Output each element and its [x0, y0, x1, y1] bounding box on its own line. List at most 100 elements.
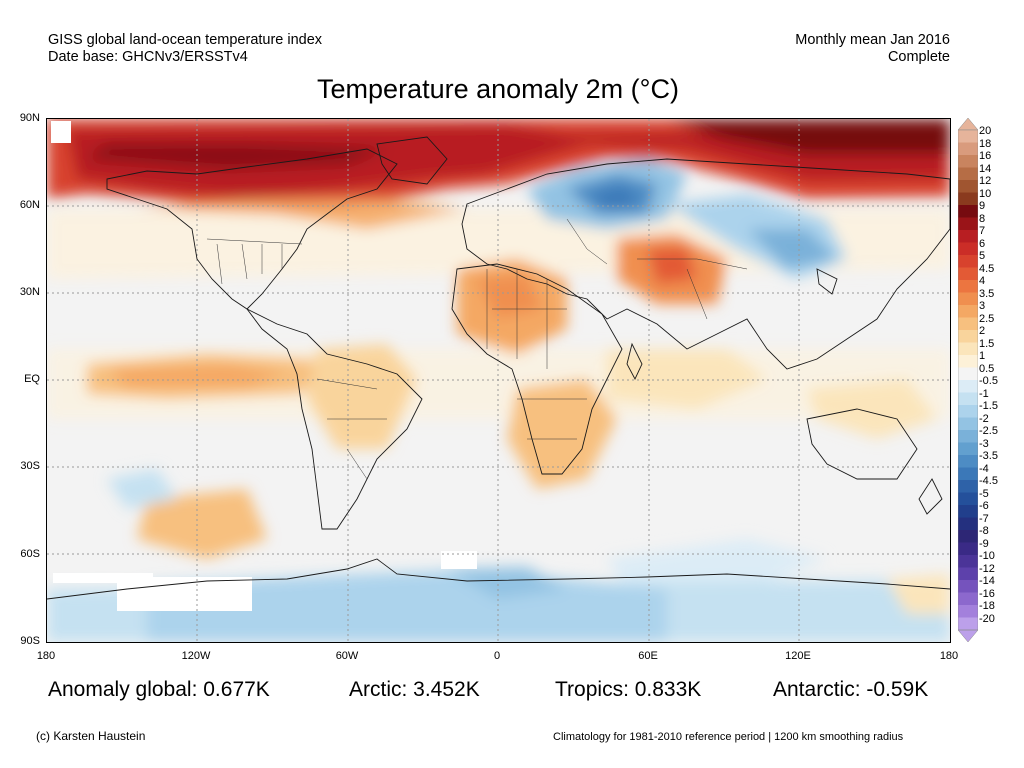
colorbar-top-arrow: [958, 118, 978, 131]
colorbar-tick-label: 12: [979, 175, 992, 187]
colorbar-swatch: [958, 342, 978, 356]
colorbar-swatch: [958, 142, 978, 156]
colorbar-tick-label: 14: [979, 162, 992, 175]
colorbar-swatch: [958, 267, 978, 281]
coastlines: [47, 136, 950, 600]
colorbar-tick-label: 1.5: [979, 337, 995, 350]
colorbar-tick-label: -12: [979, 562, 995, 575]
colorbar-tick-label: 3: [979, 300, 986, 312]
colorbar-swatch: [958, 192, 978, 206]
colorbar-swatch: [958, 280, 978, 293]
colorbar-swatch: [958, 367, 978, 381]
colorbar-swatch: [958, 492, 978, 506]
colorbar-tick-label: 16: [979, 150, 992, 162]
colorbar-tick-label: -16: [979, 587, 995, 600]
colorbar-swatch: [958, 417, 978, 431]
colorbar-swatch: [958, 617, 978, 631]
stat-tropics: Tropics: 0.833K: [555, 678, 702, 701]
colorbar-swatch: [958, 255, 978, 268]
colorbar-tick-label: -14: [979, 575, 995, 587]
colorbar-tick-label: -5: [979, 487, 989, 500]
colorbar-tick-label: -4.5: [979, 475, 998, 487]
colorbar-swatch: [958, 455, 978, 468]
lat-label-eq: EQ: [24, 373, 40, 385]
colorbar: [958, 118, 978, 642]
colorbar-swatch: [958, 330, 978, 343]
lon-label-180w: 180: [36, 650, 56, 662]
colorbar-swatch: [958, 530, 978, 543]
stat-antarctic: Antarctic: -0.59K: [773, 678, 929, 701]
period-label: Monthly mean Jan 2016: [795, 32, 950, 48]
colorbar-tick-label: -2: [979, 412, 989, 425]
colorbar-swatch: [958, 292, 978, 306]
colorbar-tick-label: -10: [979, 550, 995, 562]
map-frame: [46, 118, 951, 643]
colorbar-swatch: [958, 555, 978, 568]
colorbar-tick-label: 8: [979, 212, 986, 225]
borders: [206, 218, 748, 480]
colorbar-tick-label: 4.5: [979, 262, 995, 275]
colorbar-swatch: [958, 217, 978, 231]
lon-label-0: 0: [493, 650, 501, 662]
graticule: [47, 119, 950, 642]
stat-arctic: Arctic: 3.452K: [349, 678, 480, 701]
lon-label-60w: 60W: [335, 650, 359, 662]
stat-global: Anomaly global: 0.677K: [48, 678, 270, 701]
lat-label-60s: 60S: [20, 548, 40, 560]
colorbar-tick-label: -1.5: [979, 400, 998, 412]
lat-label-30n: 30N: [19, 286, 40, 298]
colorbar-tick-label: -2.5: [979, 425, 998, 437]
header-right: Monthly mean Jan 2016 Complete: [795, 32, 950, 66]
colorbar-swatch: [958, 380, 978, 393]
colorbar-tick-label: 10: [979, 187, 992, 200]
lon-label-60e: 60E: [638, 650, 658, 662]
lon-label-120w: 120W: [181, 650, 211, 662]
colorbar-swatch: [958, 180, 978, 193]
colorbar-tick-label: 0.5: [979, 362, 995, 375]
colorbar-tick-label: -4: [979, 462, 989, 475]
colorbar-tick-label: -9: [979, 537, 989, 550]
colorbar-tick-label: 2.5: [979, 312, 995, 325]
map-title: Temperature anomaly 2m (°C): [317, 74, 679, 104]
colorbar-swatch: [958, 155, 978, 168]
colorbar-tick-label: -0.5: [979, 375, 998, 387]
colorbar-tick-label: -3: [979, 437, 989, 450]
header-left: GISS global land-ocean temperature index…: [48, 32, 322, 66]
colorbar-tick-label: -1: [979, 387, 989, 400]
colorbar-tick-label: -3.5: [979, 450, 998, 462]
colorbar-swatch: [958, 355, 978, 368]
colorbar-swatch: [958, 317, 978, 331]
colorbar-swatch: [958, 242, 978, 256]
colorbar-swatch: [958, 405, 978, 418]
colorbar-swatch: [958, 130, 978, 143]
colorbar-swatch: [958, 542, 978, 556]
colorbar-swatch: [958, 605, 978, 618]
colorbar-tick-label: 1: [979, 350, 986, 362]
colorbar-tick-label: -20: [979, 612, 995, 625]
colorbar-tick-label: 4: [979, 275, 986, 287]
colorbar-swatch: [958, 567, 978, 581]
lat-label-90n: 90N: [19, 112, 40, 124]
colorbar-tick-label: 18: [979, 137, 992, 150]
colorbar-swatch: [958, 442, 978, 456]
colorbar-tick-label: 6: [979, 237, 986, 250]
database-label: Date base: GHCNv3/ERSSTv4: [48, 49, 248, 65]
colorbar-tick-label: -7: [979, 512, 989, 525]
colorbar-swatch: [958, 205, 978, 218]
colorbar-swatch: [958, 480, 978, 493]
colorbar-tick-label: 2: [979, 325, 986, 337]
lat-label-90s: 90S: [20, 635, 40, 647]
anomaly-field: [47, 119, 950, 642]
colorbar-tick-label: -18: [979, 600, 995, 612]
credit-text: (c) Karsten Haustein: [36, 729, 146, 743]
colorbar-swatch: [958, 167, 978, 181]
colorbar-tick-label: 7: [979, 225, 986, 237]
colorbar-tick-label: -6: [979, 500, 989, 512]
colorbar-swatch: [958, 430, 978, 443]
lon-label-180e: 180: [939, 650, 959, 662]
lat-label-30s: 30S: [20, 460, 40, 472]
colorbar-swatch: [958, 580, 978, 593]
colorbar-tick-label: 5: [979, 250, 986, 262]
colorbar-swatch: [958, 305, 978, 318]
colorbar-swatch: [958, 230, 978, 243]
